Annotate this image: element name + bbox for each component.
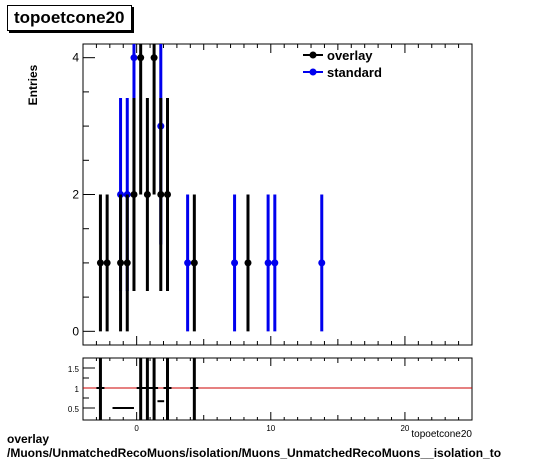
y-tick-label: 1 [75, 385, 80, 394]
data-point [318, 259, 326, 267]
data-point [103, 259, 111, 267]
y-tick-label: 2 [72, 188, 79, 202]
main-panel: 0 2 4 [72, 43, 473, 346]
x-tick-label: 20 [400, 424, 409, 433]
footer-path: /Muons/UnmatchedRecoMuons/isolation/Muon… [7, 446, 502, 460]
plot-title: topoetcone20 [7, 5, 132, 31]
y-axis-label: Entries [26, 64, 40, 105]
data-point [117, 259, 125, 267]
data-point [264, 259, 272, 267]
data-point [184, 259, 192, 267]
legend-marker [309, 51, 317, 59]
data-point [271, 259, 279, 267]
footer-label: overlay [7, 432, 50, 446]
data-point [190, 259, 198, 267]
y-tick-label: 1.5 [68, 365, 80, 374]
legend: overlay standard [303, 48, 382, 80]
data-point [231, 259, 239, 267]
data-point [130, 54, 138, 62]
x-tick-label: 10 [266, 424, 275, 433]
legend-label: overlay [327, 48, 373, 63]
legend-label: standard [327, 65, 382, 80]
x-tick-label: 0 [134, 424, 139, 433]
ratio-panel: 0 10 20 0.5 1 1.5 [68, 357, 473, 433]
x-axis-label: topoetcone20 [411, 429, 472, 440]
y-tick-label: 4 [72, 51, 79, 65]
data-point [164, 191, 172, 198]
data-point [96, 259, 104, 267]
data-point [137, 54, 145, 62]
data-point [130, 191, 138, 198]
data-point [143, 191, 151, 198]
y-tick-label: 0 [72, 324, 79, 338]
y-tick-label: 0.5 [68, 405, 80, 414]
legend-marker [309, 68, 317, 76]
data-point [244, 259, 252, 267]
plot-frame [82, 357, 473, 421]
data-point [157, 191, 165, 198]
data-point [123, 259, 131, 267]
data-point [150, 54, 158, 62]
